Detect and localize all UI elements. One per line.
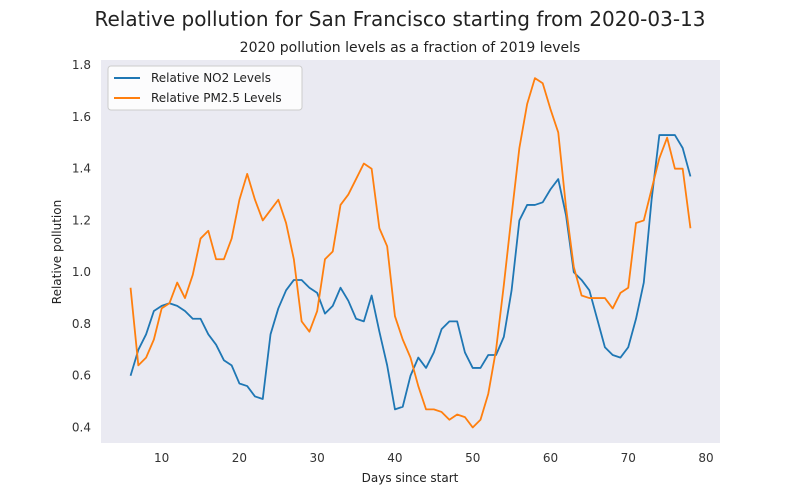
- series-lines: [129, 77, 692, 429]
- x-tick-label: 60: [543, 451, 558, 465]
- y-tick-label: 1.4: [72, 162, 91, 176]
- x-tick-label: 80: [698, 451, 713, 465]
- axis-ticks: 10 20 30 40 50 60 70 80 0.4 0.6 0.8 1.0 1.2 1.4 1.6 1.8: [72, 58, 714, 465]
- y-tick-label: 1.8: [72, 58, 91, 72]
- plot-area: [101, 60, 720, 443]
- x-tick-label: 10: [154, 451, 169, 465]
- x-tick-label: 40: [387, 451, 402, 465]
- y-tick-label: 0.4: [72, 420, 91, 434]
- y-tick-label: 1.2: [72, 213, 91, 227]
- y-tick-label: 1.6: [72, 110, 91, 124]
- chart-subtitle: 2020 pollution levels as a fraction of 2…: [240, 40, 581, 56]
- x-tick-label: 20: [232, 451, 247, 465]
- y-tick-label: 1.0: [72, 265, 91, 279]
- y-tick-label: 0.8: [72, 317, 91, 331]
- x-axis-label: Days since start: [362, 471, 459, 485]
- y-axis-label: Relative pollution: [50, 200, 64, 304]
- legend-label: Relative PM2.5 Levels: [151, 91, 282, 105]
- legend: Relative NO2 Levels Relative PM2.5 Levels: [107, 65, 303, 111]
- series-line-pm25: [129, 77, 692, 429]
- legend-label: Relative NO2 Levels: [151, 71, 271, 85]
- series-line-no2: [129, 134, 692, 411]
- x-tick-label: 30: [310, 451, 325, 465]
- legend-box: [107, 65, 303, 111]
- x-tick-label: 50: [465, 451, 480, 465]
- x-tick-label: 70: [621, 451, 636, 465]
- y-tick-label: 0.6: [72, 369, 91, 383]
- chart-title: Relative pollution for San Francisco sta…: [94, 7, 705, 31]
